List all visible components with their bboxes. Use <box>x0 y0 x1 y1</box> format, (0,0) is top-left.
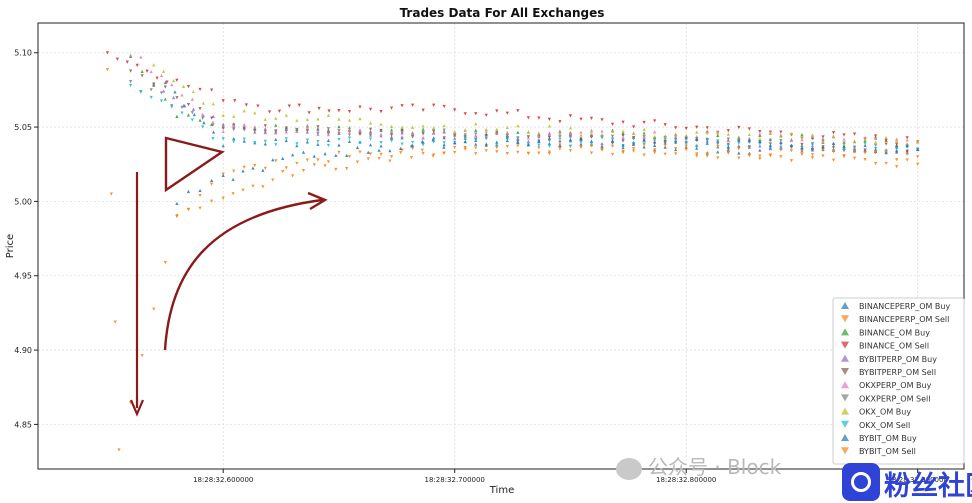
curved-up-arrow <box>163 198 323 351</box>
legend-marker <box>841 315 849 323</box>
legend-label: OKX_OM Buy <box>859 408 911 417</box>
legend-label: OKX_OM Sell <box>859 421 910 430</box>
watermark-text: 公众号 · Block <box>648 455 782 479</box>
legend-label: BYBITPERP_OM Sell <box>859 368 936 377</box>
logo-icon <box>842 463 880 501</box>
legend-label: BYBITPERP_OM Buy <box>859 355 937 364</box>
legend-marker <box>841 341 849 349</box>
wechat-icon <box>616 457 642 480</box>
legend-label: OKXPERP_OM Sell <box>859 394 930 403</box>
x-axis-label: Time <box>489 485 514 496</box>
legend-label: OKXPERP_OM Buy <box>859 381 932 390</box>
series-6 <box>129 53 920 144</box>
series-0 <box>163 80 920 156</box>
site-logo: 粉丝社区 <box>842 461 972 503</box>
x-axis: 18:28:32.600000 18:28:32.700000 18:28:32.8… <box>193 469 948 484</box>
legend: BINANCEPERP_OM Buy BINANCEPERP_OM Sell BIN… <box>832 297 965 465</box>
legend-label: BINANCEPERP_OM Buy <box>859 302 950 311</box>
gridlines <box>38 23 964 469</box>
y-tick-label: 4.85 <box>14 420 32 429</box>
legend-marker <box>841 381 849 389</box>
legend-label: BINANCE_OM Buy <box>859 328 930 337</box>
legend-marker <box>841 394 849 402</box>
legend-marker <box>841 354 849 362</box>
legend-marker <box>841 368 849 375</box>
series-5 <box>129 69 920 155</box>
legend-label: BINANCE_OM Sell <box>859 342 929 351</box>
plot-area <box>37 22 965 470</box>
legend-label: BYBIT_OM Sell <box>859 447 916 456</box>
y-tick-label: 4.90 <box>14 346 32 355</box>
logo-text: 粉丝社区 <box>884 471 972 502</box>
series-1 <box>105 68 920 452</box>
x-tick-label: 18:28:32.800000 <box>656 476 716 484</box>
y-tick-label: 4.95 <box>14 272 32 281</box>
x-tick-label: 18:28:32.600000 <box>193 476 253 484</box>
series-7 <box>129 80 920 154</box>
y-tick-label: 5.10 <box>14 49 32 58</box>
series-2 <box>129 54 920 147</box>
annotations <box>129 136 328 417</box>
legend-marker <box>841 420 849 428</box>
series-10 <box>175 136 920 206</box>
y-axis: 5.10 5.05 5.00 4.95 4.90 4.85 <box>14 49 38 429</box>
series-11 <box>175 143 920 219</box>
triangle <box>164 136 225 193</box>
legend-box <box>832 297 965 465</box>
legend-marker <box>841 302 849 309</box>
watermark: 公众号 · Block <box>616 451 781 480</box>
legend-label: BINANCEPERP_OM Sell <box>859 315 949 324</box>
down-arrow-head <box>129 399 145 417</box>
chart-title: Trades Data For All Exchanges <box>400 6 605 20</box>
legend-marker <box>841 328 849 336</box>
series-9 <box>129 83 920 153</box>
curved-arrow-head <box>307 191 328 211</box>
legend-marker <box>841 407 849 415</box>
y-tick-label: 5.05 <box>14 123 32 132</box>
legend-marker <box>841 447 849 455</box>
series-3 <box>105 51 920 146</box>
y-axis-label: Price <box>5 234 16 258</box>
x-tick-label: 18:28:32.900000 <box>888 476 948 484</box>
data-points <box>105 51 920 452</box>
series-8 <box>152 63 920 146</box>
y-tick-label: 5.00 <box>14 197 32 206</box>
x-tick-label: 18:28:32.700000 <box>425 476 485 484</box>
legend-label: BYBIT_OM Buy <box>859 434 917 443</box>
legend-marker <box>841 434 849 441</box>
series-4 <box>152 82 920 154</box>
